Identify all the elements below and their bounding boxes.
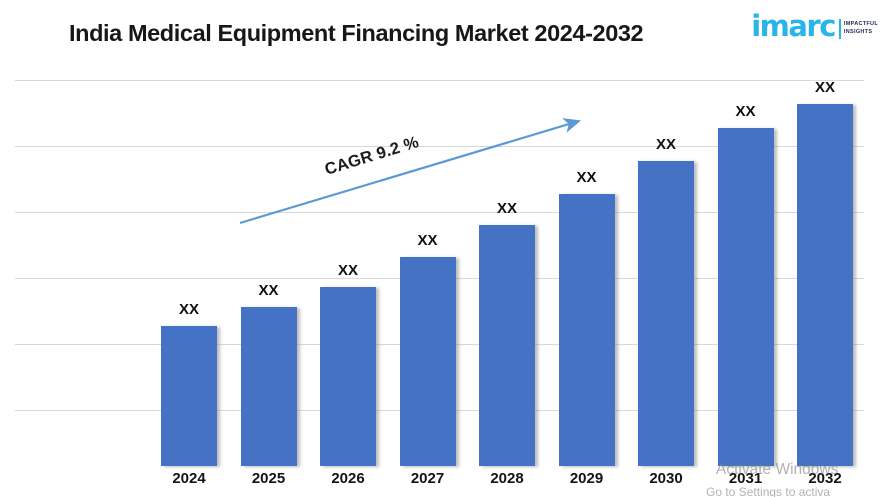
bar-value-label-2030: XX: [655, 136, 676, 153]
x-tick-label-2032: 2032: [808, 470, 842, 487]
bar-2026: [320, 287, 376, 466]
bar-value-label-2029: XX: [576, 169, 597, 186]
bar-value-label-2024: XX: [178, 301, 199, 318]
bar-value-label-2032: XX: [814, 79, 835, 96]
x-tick-label-2025: 2025: [251, 470, 286, 487]
bar-2025: [240, 307, 297, 466]
imarc-logo: imarc IMPACTFUL INSIGHTS: [751, 12, 878, 41]
bar-value-label-2026: XX: [337, 262, 358, 279]
x-tick-label-2028: 2028: [490, 470, 524, 487]
bar-2027: [399, 257, 456, 466]
x-tick-label-2026: 2026: [331, 470, 365, 487]
x-tick-label-2027: 2027: [410, 470, 445, 487]
bar-value-label-2031: XX: [735, 103, 756, 120]
bar-2032: [797, 104, 853, 466]
x-tick-label-2024: 2024: [172, 470, 206, 487]
logo-tagline-line1: IMPACTFUL: [843, 20, 878, 27]
x-tick-label-2029: 2029: [569, 470, 604, 487]
x-tick-label-2030: 2030: [649, 470, 683, 487]
bar-value-label-2025: XX: [258, 282, 279, 299]
bar-value-label-2027: XX: [417, 232, 438, 249]
x-tick-label-2031: 2031: [728, 470, 763, 487]
bar-2024: [161, 326, 217, 466]
bar-2030: [638, 161, 694, 466]
bar-value-label-2028: XX: [496, 200, 517, 217]
bar-2029: [558, 194, 615, 466]
gridline: [15, 80, 864, 81]
logo-tagline-line2: INSIGHTS: [843, 28, 873, 35]
cagr-annotation: CAGR 9.2 %: [322, 133, 422, 179]
logo-tagline: IMPACTFUL INSIGHTS: [844, 21, 878, 37]
imarc-wordmark: imarc: [751, 9, 836, 43]
page-title: India Medical Equipment Financing Market…: [69, 20, 644, 46]
bar-2031: [717, 128, 774, 466]
bar-2028: [479, 225, 535, 466]
logo-divider: [838, 18, 841, 39]
